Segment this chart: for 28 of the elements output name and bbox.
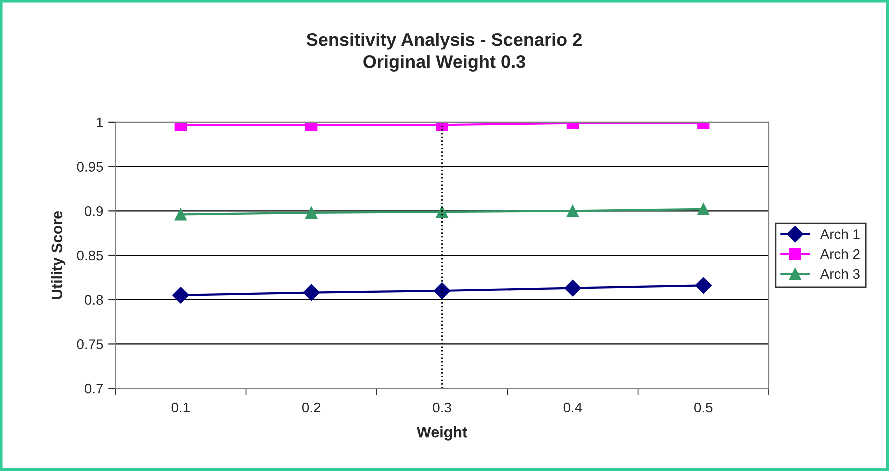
x-tick-label: 0.1 bbox=[172, 402, 190, 413]
point bbox=[698, 203, 710, 216]
point bbox=[436, 206, 448, 218]
y-tick-label: 0.85 bbox=[77, 250, 104, 261]
legend-label: Arch 2 bbox=[820, 249, 860, 260]
y-axis-title: Utility Score bbox=[51, 211, 66, 300]
y-tick-label: 0.75 bbox=[77, 340, 104, 350]
legend-label: Arch 1 bbox=[820, 229, 860, 240]
point bbox=[566, 205, 580, 218]
point bbox=[695, 277, 712, 294]
y-tick-label: 0.95 bbox=[77, 162, 104, 172]
point bbox=[564, 280, 582, 297]
x-tick-label: 0.5 bbox=[694, 402, 713, 413]
x-tick-label: 0.4 bbox=[564, 402, 582, 413]
point bbox=[172, 287, 190, 304]
y-tick-label: 1 bbox=[97, 118, 104, 128]
legend-label: Arch 3 bbox=[820, 268, 860, 280]
point bbox=[303, 284, 320, 302]
x-axis-title: Weight bbox=[416, 426, 468, 441]
x-tick-label: 0.2 bbox=[302, 402, 321, 413]
y-tick-label: 0.8 bbox=[85, 295, 104, 306]
point bbox=[174, 208, 187, 221]
x-tick-label: 0.3 bbox=[433, 402, 452, 413]
y-tick-label: 0.7 bbox=[85, 384, 104, 394]
y-tick-label: 0.9 bbox=[85, 206, 104, 216]
point bbox=[306, 206, 318, 220]
chart-title: Sensitivity Analysis - Scenario 2 Original Weight 0.3 bbox=[306, 32, 582, 72]
point bbox=[434, 282, 451, 300]
